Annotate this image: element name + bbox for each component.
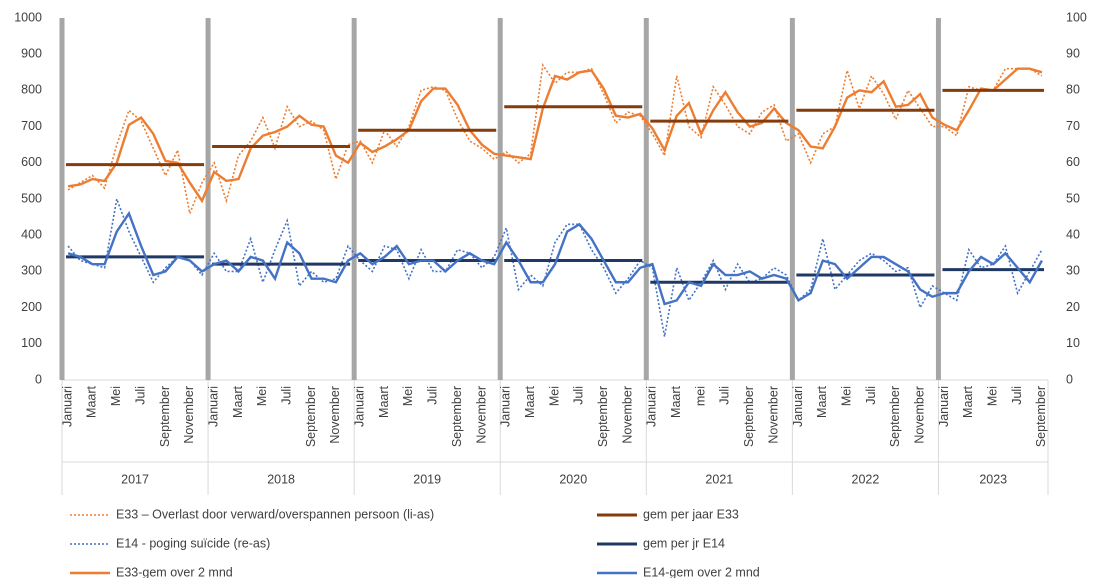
x-group-label: 2021 xyxy=(705,472,733,486)
x-tick-label: September xyxy=(888,386,902,447)
x-group-label: 2023 xyxy=(979,472,1007,486)
x-tick-label: Januari xyxy=(353,386,367,427)
x-tick-label: Januari xyxy=(645,386,659,427)
x-tick-label: Maart xyxy=(669,385,683,417)
x-tick-label: Juli xyxy=(133,386,147,405)
y2-tick-label: 10 xyxy=(1066,336,1080,350)
x-group-label: 2022 xyxy=(852,472,880,486)
x-tick-label: November xyxy=(474,386,488,444)
x-tick-label: Juli xyxy=(864,386,878,405)
x-tick-label: September xyxy=(450,386,464,447)
y2-tick-label: 50 xyxy=(1066,191,1080,205)
legend-label: E14 - poging suïcide (re-as) xyxy=(116,536,270,550)
y-tick-label: 1000 xyxy=(14,10,42,24)
y-tick-label: 300 xyxy=(21,264,42,278)
x-tick-label: November xyxy=(766,386,780,444)
y-tick-label: 400 xyxy=(21,227,42,241)
x-group-label: 2019 xyxy=(413,472,441,486)
series-line xyxy=(67,195,1043,337)
x-tick-label: September xyxy=(742,386,756,447)
x-tick-label: mei xyxy=(693,386,707,406)
x-tick-label: Maart xyxy=(377,385,391,417)
x-tick-label: September xyxy=(304,386,318,447)
x-tick-label: November xyxy=(182,386,196,444)
y-tick-label: 800 xyxy=(21,83,42,97)
y2-tick-label: 90 xyxy=(1066,46,1080,60)
x-tick-label: Mei xyxy=(547,386,561,406)
legend-label: gem per jaar E33 xyxy=(643,507,739,521)
y-tick-label: 0 xyxy=(35,372,42,386)
series-line xyxy=(67,62,1043,217)
x-tick-label: Maart xyxy=(85,385,99,417)
x-tick-label: Mei xyxy=(986,386,1000,406)
x-tick-label: Mei xyxy=(401,386,415,406)
y-tick-label: 600 xyxy=(21,155,42,169)
x-tick-label: Januari xyxy=(499,386,513,427)
x-tick-label: September xyxy=(1034,386,1048,447)
x-tick-label: Januari xyxy=(791,386,805,427)
series-line xyxy=(67,210,1043,306)
x-tick-label: Juli xyxy=(426,386,440,405)
y2-tick-label: 30 xyxy=(1066,264,1080,278)
x-tick-label: Mei xyxy=(839,386,853,406)
x-tick-label: November xyxy=(620,386,634,444)
x-tick-label: Juli xyxy=(279,386,293,405)
x-group-label: 2017 xyxy=(121,472,149,486)
y2-tick-label: 70 xyxy=(1066,119,1080,133)
x-tick-label: November xyxy=(912,386,926,444)
x-tick-label: Januari xyxy=(937,386,951,427)
x-group-label: 2020 xyxy=(559,472,587,486)
x-tick-label: September xyxy=(158,386,172,447)
y2-tick-label: 0 xyxy=(1066,372,1073,386)
y-tick-label: 100 xyxy=(21,336,42,350)
legend-label: E33 – Overlast door verward/overspannen … xyxy=(116,507,434,521)
y2-tick-label: 80 xyxy=(1066,83,1080,97)
legend-label: E33-gem over 2 mnd xyxy=(116,565,233,578)
x-tick-label: Juli xyxy=(718,386,732,405)
x-tick-label: Januari xyxy=(60,386,74,427)
x-tick-label: Juli xyxy=(572,386,586,405)
y2-tick-label: 100 xyxy=(1066,10,1087,24)
y-tick-label: 900 xyxy=(21,46,42,60)
x-tick-label: Mei xyxy=(255,386,269,406)
x-tick-label: Maart xyxy=(523,385,537,417)
y-tick-label: 200 xyxy=(21,300,42,314)
legend-label: E14-gem over 2 mnd xyxy=(643,565,760,578)
series-line xyxy=(67,67,1043,204)
x-tick-label: Maart xyxy=(961,385,975,417)
x-tick-label: Mei xyxy=(109,386,123,406)
x-group-label: 2018 xyxy=(267,472,295,486)
y-tick-label: 700 xyxy=(21,119,42,133)
y-tick-label: 500 xyxy=(21,191,42,205)
y2-tick-label: 20 xyxy=(1066,300,1080,314)
x-tick-label: Maart xyxy=(231,385,245,417)
x-tick-label: September xyxy=(596,386,610,447)
y2-tick-label: 40 xyxy=(1066,227,1080,241)
x-tick-label: Januari xyxy=(206,386,220,427)
y2-tick-label: 60 xyxy=(1066,155,1080,169)
x-tick-label: Juli xyxy=(1010,386,1024,405)
legend-label: gem per jr E14 xyxy=(643,536,725,550)
x-tick-label: Maart xyxy=(815,385,829,417)
x-tick-label: November xyxy=(328,386,342,444)
